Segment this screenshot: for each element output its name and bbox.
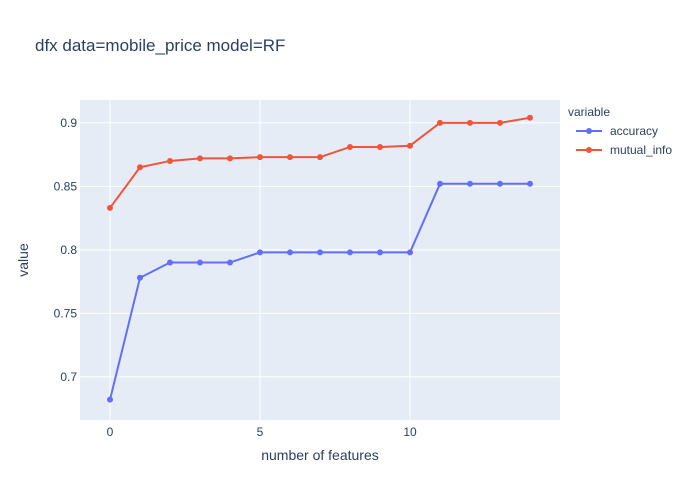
data-point-accuracy (227, 259, 233, 266)
data-point-mutual_info (197, 155, 203, 162)
data-point-accuracy (257, 249, 263, 256)
plot-area (80, 100, 560, 420)
data-point-mutual_info (467, 119, 473, 126)
data-point-mutual_info (167, 157, 173, 164)
data-point-accuracy (137, 274, 143, 281)
y-tick-label: 0.75 (54, 306, 78, 320)
data-point-accuracy (467, 180, 473, 187)
legend-marker-accuracy (586, 128, 592, 134)
data-point-accuracy (287, 249, 293, 256)
legend-item-mutual_info[interactable]: mutual_info (576, 143, 672, 157)
legend[interactable]: variable accuracy mutual_info (568, 105, 672, 157)
data-point-accuracy (407, 249, 413, 256)
legend-label-accuracy: accuracy (610, 124, 658, 138)
data-point-mutual_info (227, 155, 233, 162)
data-point-mutual_info (287, 154, 293, 161)
legend-marker-mutual_info (586, 147, 592, 153)
legend-label-mutual_info: mutual_info (610, 143, 672, 157)
data-point-mutual_info (257, 154, 263, 161)
series-layer (107, 114, 533, 403)
data-point-accuracy (107, 396, 113, 403)
y-tick-label: 0.9 (60, 116, 77, 130)
data-point-accuracy (167, 259, 173, 266)
y-axis-ticks: 0.7 0.75 0.8 0.85 0.9 (54, 116, 78, 384)
chart-title: dfx data=mobile_price model=RF (35, 36, 285, 55)
data-point-mutual_info (497, 119, 503, 126)
x-axis-title: number of features (261, 447, 379, 463)
data-point-accuracy (377, 249, 383, 256)
series-mutual_info (107, 114, 533, 211)
data-point-mutual_info (407, 142, 413, 149)
data-point-mutual_info (107, 204, 113, 211)
y-tick-label: 0.8 (60, 243, 77, 257)
legend-item-accuracy[interactable]: accuracy (576, 124, 658, 138)
x-tick-label: 10 (403, 425, 417, 439)
x-tick-label: 5 (257, 425, 264, 439)
data-point-accuracy (197, 259, 203, 266)
y-tick-label: 0.85 (54, 179, 78, 193)
x-tick-label: 0 (107, 425, 114, 439)
y-tick-label: 0.7 (60, 370, 77, 384)
data-point-accuracy (347, 249, 353, 256)
data-point-mutual_info (437, 119, 443, 126)
data-point-mutual_info (377, 143, 383, 150)
data-point-accuracy (437, 180, 443, 187)
series-accuracy (107, 180, 533, 403)
data-point-accuracy (317, 249, 323, 256)
data-point-accuracy (527, 180, 533, 187)
data-point-mutual_info (137, 164, 143, 171)
data-point-mutual_info (347, 143, 353, 150)
data-point-mutual_info (527, 114, 533, 121)
data-point-mutual_info (317, 154, 323, 161)
y-axis-title: value (15, 243, 31, 277)
x-axis-ticks: 0 5 10 (107, 425, 417, 439)
legend-title: variable (568, 105, 610, 119)
data-point-accuracy (497, 180, 503, 187)
